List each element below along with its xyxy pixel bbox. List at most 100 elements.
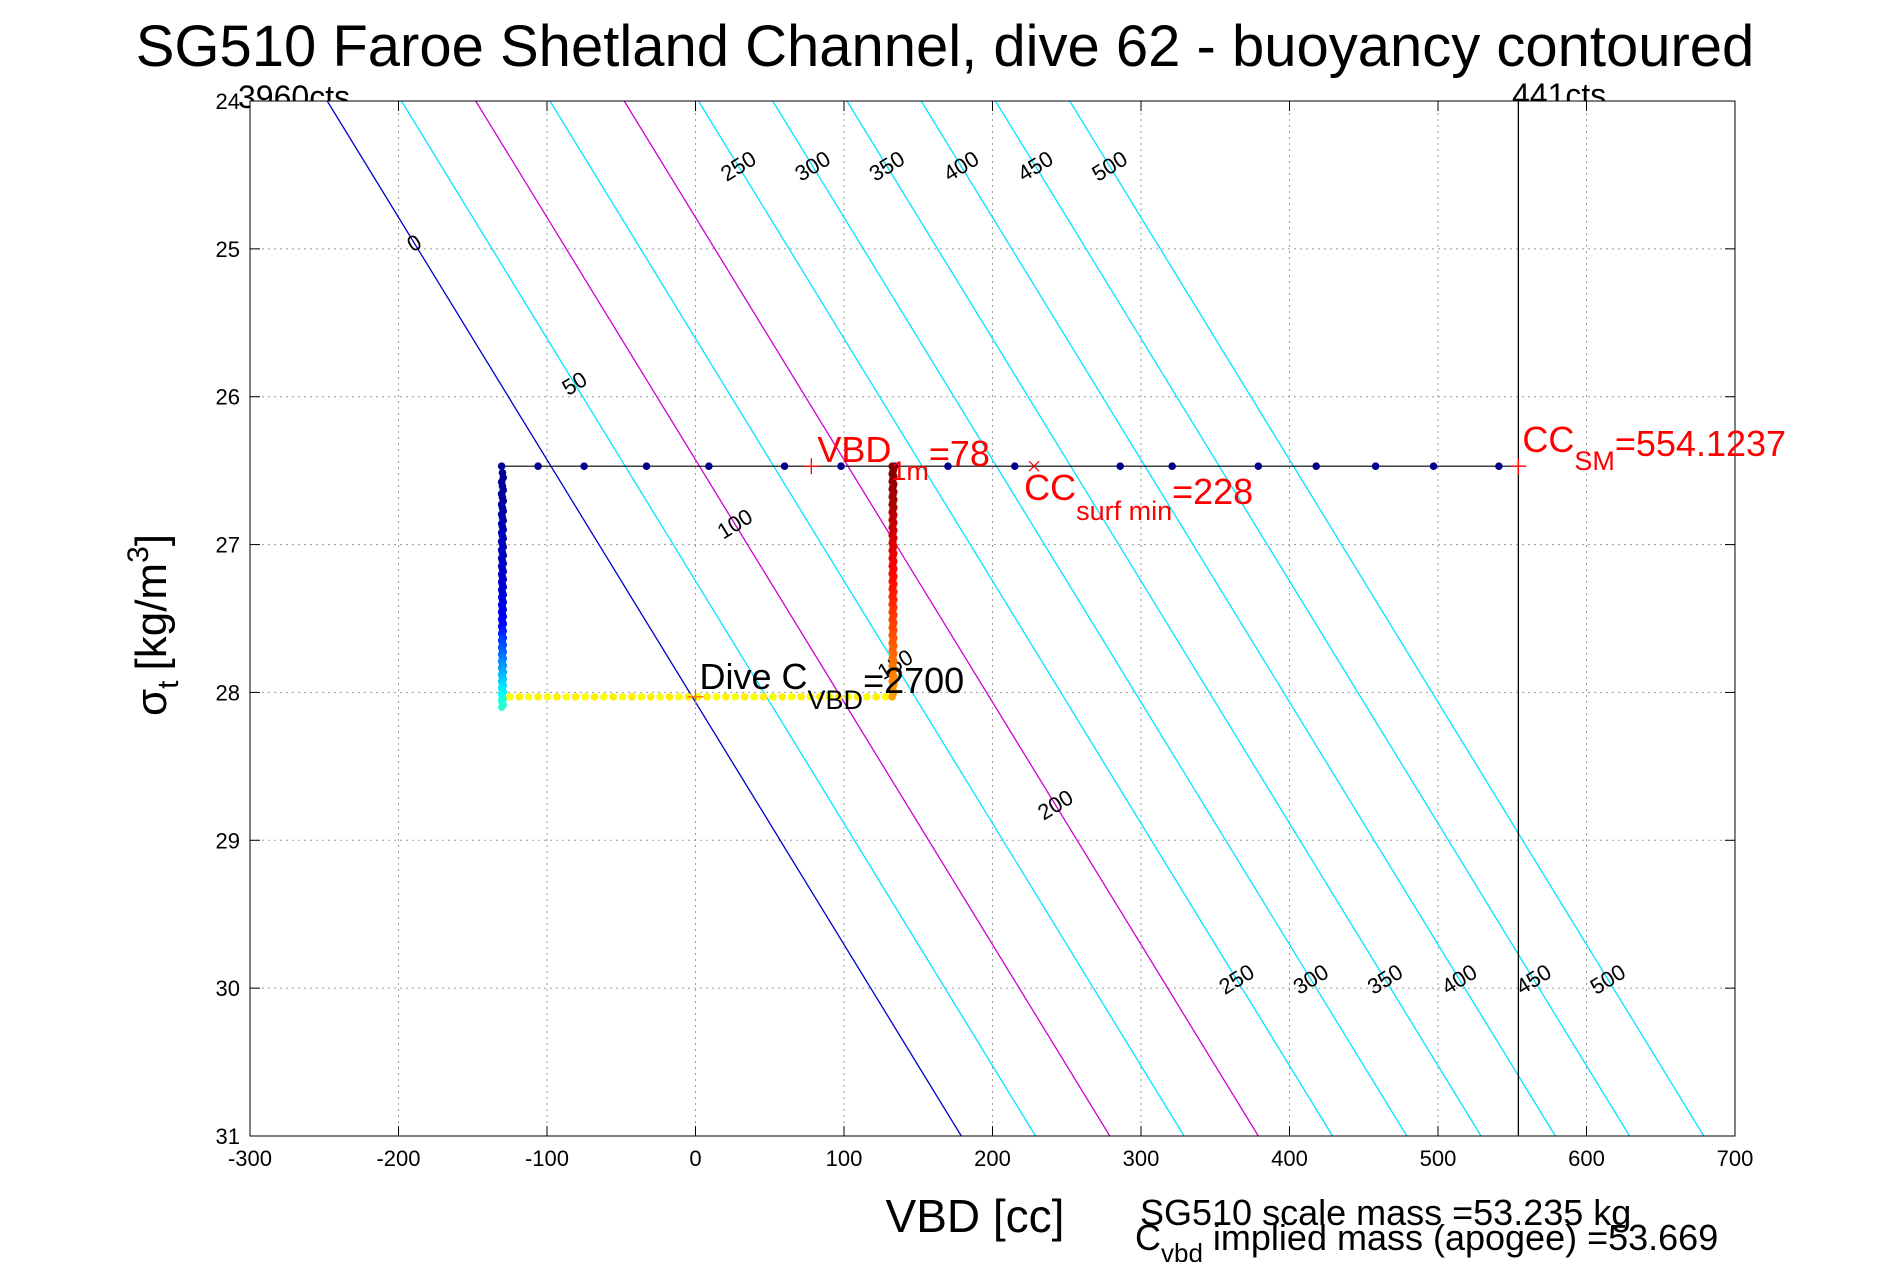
y-axis-label-subscript: t [152, 680, 185, 689]
data-point [515, 693, 524, 701]
x-tick-label: 500 [1420, 1146, 1457, 1171]
data-point [553, 693, 561, 701]
data-point [580, 462, 588, 471]
contour-line-400 [920, 101, 1556, 1136]
contour-lines [326, 101, 1705, 1136]
footer-implied-tail: implied mass (apogee) =53.669 [1203, 1217, 1718, 1258]
x-axis-label: VBD [cc] [886, 1190, 1065, 1242]
y-axis-label-superscript: 3 [122, 546, 155, 563]
data-point [1116, 462, 1125, 471]
data-point [637, 693, 646, 701]
data-point [853, 693, 862, 701]
footer-implied-mass: Cvbd implied mass (apogee) =53.669 [1135, 1217, 1718, 1267]
data-point [712, 693, 721, 701]
data-points [497, 462, 1519, 712]
data-point [1429, 462, 1438, 471]
x-tick-label: -100 [525, 1146, 569, 1171]
data-point [759, 693, 768, 701]
contour-line-300 [772, 101, 1408, 1136]
data-point [816, 693, 824, 701]
annotation-ccsm: CCSM=554.1237 [1522, 419, 1786, 476]
y-tick-label: 24 [216, 89, 240, 114]
contour-line-200 [623, 101, 1259, 1136]
data-point [571, 693, 580, 701]
data-point [590, 693, 599, 701]
x-tick-label: 100 [826, 1146, 863, 1171]
contour-line-150 [549, 101, 1185, 1136]
data-point [600, 693, 608, 701]
x-tick-label: 700 [1717, 1146, 1754, 1171]
data-point [731, 693, 740, 701]
x-tick-label: 600 [1568, 1146, 1605, 1171]
data-point [797, 693, 805, 701]
data-point [534, 693, 542, 701]
data-point [780, 462, 789, 471]
y-tick-label: 28 [216, 680, 240, 705]
footer-scale-mass-text: SG510 scale mass =53.235 kg [1140, 1192, 1631, 1233]
data-point [628, 693, 636, 701]
data-point [750, 693, 758, 701]
x-tick-label: 0 [689, 1146, 701, 1171]
annotation-ccsm-sub: SM [1574, 446, 1615, 476]
y-axis-label-units: [kg/m [127, 563, 176, 671]
y-tick-label: 30 [216, 976, 240, 1001]
data-point [872, 693, 880, 701]
data-point [506, 693, 514, 701]
data-point [1495, 462, 1503, 471]
svg-text:σt[kg/m3]: σt [kg/m3] [122, 534, 185, 716]
y-tick-label: 31 [216, 1124, 240, 1149]
annotation-ccsurf-main: CC [1024, 467, 1076, 508]
footer-implied-c: C [1135, 1217, 1161, 1258]
data-point [806, 693, 815, 701]
x-tick-label: -200 [376, 1146, 420, 1171]
data-point [862, 693, 871, 701]
y-tick-label: 25 [216, 237, 240, 262]
data-point [1254, 462, 1263, 471]
data-point [497, 462, 506, 471]
data-point [888, 462, 897, 471]
data-point [705, 462, 713, 471]
footer-scale-mass: SG510 scale mass =53.235 kg [1140, 1192, 1631, 1233]
y-axis-label-symbol: σ [127, 689, 176, 716]
y-tick-label: 26 [216, 385, 240, 410]
data-point [581, 693, 589, 701]
data-point [787, 693, 796, 701]
contour-line-50 [400, 101, 1037, 1136]
x-tick-label: 400 [1271, 1146, 1308, 1171]
annotation-ccsurf-sub: surf min [1076, 496, 1172, 526]
data-point [642, 462, 651, 471]
annotation-divecvbd-sub: VBD [808, 685, 864, 715]
data-point [543, 693, 552, 701]
annotation-ccsm-main: CC [1522, 419, 1574, 460]
x-tick-label: 300 [1123, 1146, 1160, 1171]
annotation-vbd1m-main: VBD [817, 429, 891, 470]
annotation-divecvbd: Dive CVBD=2700 [700, 656, 965, 715]
data-point [646, 693, 655, 701]
x-tick-label: -300 [228, 1146, 272, 1171]
data-point [722, 693, 730, 701]
data-point [825, 693, 834, 701]
data-point [778, 693, 787, 701]
annotation-ccsurf: CCsurf min=228 [1024, 467, 1253, 526]
chart-title: SG510 Faroe Shetland Channel, dive 62 - … [136, 14, 1755, 79]
contour-line-0 [326, 101, 962, 1136]
contour-line-100 [475, 101, 1111, 1136]
y-axis-label-close: ] [127, 534, 176, 546]
data-point [837, 462, 845, 471]
data-point [497, 703, 506, 712]
x-tick-label: 200 [974, 1146, 1011, 1171]
annotation-vbd1m-sub: 1m [891, 456, 929, 486]
data-point [881, 693, 890, 701]
data-point [844, 693, 852, 701]
data-point [618, 693, 627, 701]
grid-lines [250, 101, 1735, 1136]
data-point [675, 693, 683, 701]
annotation-ccsurf-tail: =228 [1172, 471, 1253, 512]
data-point [944, 462, 952, 471]
data-point [1010, 462, 1019, 471]
annotation-ccsm-tail: =554.1237 [1615, 423, 1786, 464]
footer-implied-sub: vbd [1161, 1238, 1203, 1262]
